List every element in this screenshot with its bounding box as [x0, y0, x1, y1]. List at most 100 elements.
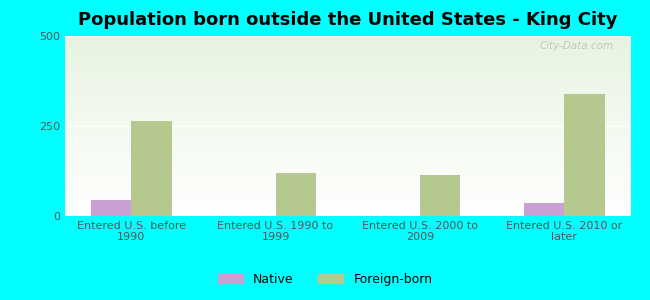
Bar	[65, 46, 630, 47]
Bar	[65, 107, 630, 108]
Bar	[65, 185, 630, 186]
Bar	[65, 71, 630, 72]
Bar	[65, 136, 630, 137]
Bar	[65, 134, 630, 135]
Bar	[65, 156, 630, 157]
Bar	[65, 165, 630, 166]
Bar	[65, 198, 630, 199]
Bar	[65, 61, 630, 62]
Bar	[65, 95, 630, 96]
Bar	[65, 174, 630, 175]
Bar	[65, 130, 630, 131]
Bar	[65, 100, 630, 101]
Bar	[65, 106, 630, 107]
Text: City-Data.com: City-Data.com	[540, 41, 614, 51]
Bar	[65, 192, 630, 193]
Bar	[65, 172, 630, 173]
Bar	[65, 186, 630, 187]
Bar	[420, 175, 460, 216]
Bar	[65, 168, 630, 169]
Bar	[65, 158, 630, 159]
Bar	[65, 122, 630, 123]
Bar	[65, 99, 630, 100]
Bar	[65, 137, 630, 138]
Bar	[65, 48, 630, 49]
Bar	[65, 180, 630, 181]
Bar	[65, 177, 630, 178]
Bar	[65, 140, 630, 141]
Bar	[65, 200, 630, 201]
Bar	[65, 115, 630, 116]
Bar	[65, 147, 630, 148]
Bar	[65, 145, 630, 146]
Bar	[65, 149, 630, 150]
Bar	[65, 94, 630, 95]
Bar	[65, 72, 630, 73]
Bar	[65, 112, 630, 113]
Bar	[65, 76, 630, 77]
Bar	[65, 67, 630, 68]
Bar	[65, 73, 630, 74]
Bar	[65, 121, 630, 122]
Bar	[91, 200, 131, 216]
Bar	[65, 209, 630, 210]
Bar	[65, 119, 630, 120]
Bar	[65, 173, 630, 174]
Bar	[65, 78, 630, 79]
Bar	[65, 90, 630, 91]
Bar	[65, 194, 630, 195]
Bar	[65, 64, 630, 65]
Bar	[65, 212, 630, 213]
Bar	[65, 75, 630, 76]
Bar	[65, 151, 630, 152]
Bar	[65, 89, 630, 90]
Bar	[65, 37, 630, 38]
Bar	[65, 170, 630, 171]
Bar	[65, 146, 630, 147]
Bar	[564, 94, 605, 216]
Bar	[65, 199, 630, 200]
Bar	[65, 70, 630, 71]
Bar	[65, 141, 630, 142]
Bar	[65, 82, 630, 83]
Bar	[65, 142, 630, 143]
Bar	[65, 125, 630, 126]
Bar	[65, 118, 630, 119]
Bar	[65, 132, 630, 133]
Bar	[65, 160, 630, 161]
Bar	[65, 179, 630, 180]
Bar	[65, 50, 630, 51]
Bar	[65, 190, 630, 191]
Bar	[65, 87, 630, 88]
Bar	[65, 131, 630, 132]
Bar	[65, 117, 630, 118]
Bar	[65, 213, 630, 214]
Bar	[65, 54, 630, 55]
Bar	[65, 120, 630, 121]
Bar	[65, 105, 630, 106]
Bar	[65, 51, 630, 52]
Bar	[65, 210, 630, 211]
Bar	[65, 62, 630, 63]
Bar	[65, 55, 630, 56]
Bar	[65, 65, 630, 66]
Bar	[131, 121, 172, 216]
Bar	[65, 161, 630, 162]
Bar	[65, 88, 630, 89]
Bar	[65, 59, 630, 60]
Bar	[65, 116, 630, 117]
Bar	[65, 196, 630, 197]
Bar	[65, 202, 630, 203]
Bar	[65, 167, 630, 168]
Bar	[65, 159, 630, 160]
Bar	[65, 188, 630, 189]
Bar	[65, 201, 630, 202]
Bar	[65, 92, 630, 93]
Bar	[65, 144, 630, 145]
Bar	[65, 166, 630, 167]
Bar	[65, 176, 630, 177]
Bar	[65, 111, 630, 112]
Bar	[65, 148, 630, 149]
Bar	[65, 133, 630, 134]
Bar	[65, 155, 630, 156]
